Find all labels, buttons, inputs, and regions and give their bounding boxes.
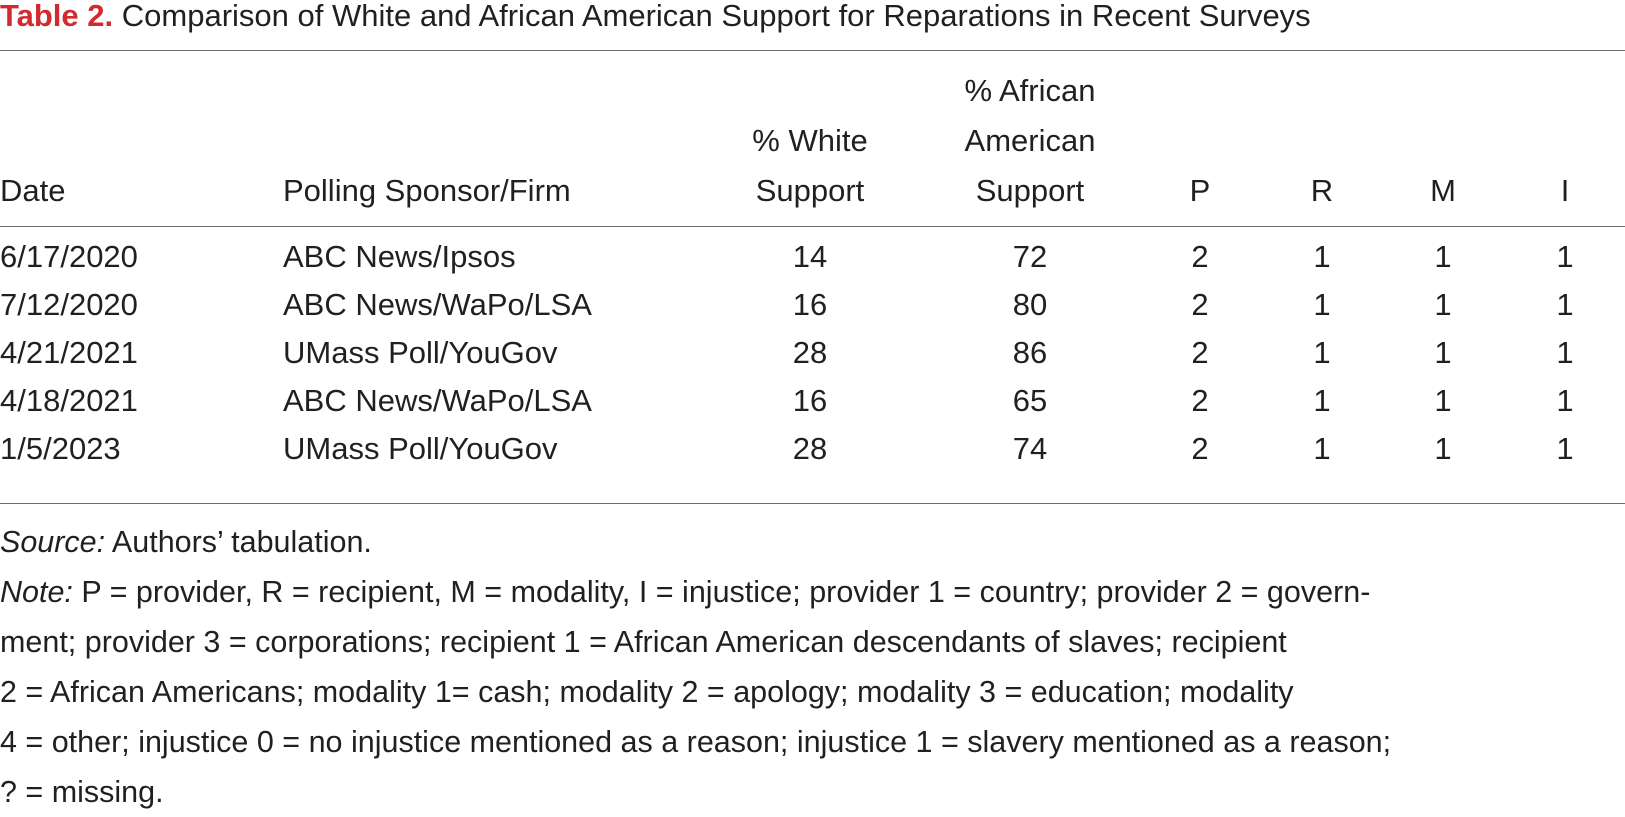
table-row: 7/12/2020 ABC News/WaPo/LSA 16 80 2 1 1 1 [0, 280, 1625, 330]
cell-white-support: 16 [792, 383, 828, 418]
table-row: 4/18/2021 ABC News/WaPo/LSA 16 65 2 1 1 1 [0, 376, 1625, 426]
cell-p: 2 [1191, 335, 1209, 370]
header-i-lines: I [1525, 166, 1605, 216]
note-line: ment; provider 3 = corporations; recipie… [0, 625, 1287, 659]
cell-date: 4/18/2021 [0, 383, 138, 418]
header-line: Support [755, 173, 865, 208]
header-poll-lines: Polling Sponsor/Firm [283, 166, 703, 216]
note-label: Note: [0, 575, 73, 609]
table-row: 4/21/2021 UMass Poll/YouGov 28 86 2 1 1 1 [0, 328, 1625, 378]
cell-r: 1 [1313, 335, 1331, 370]
cell-i: 1 [1556, 431, 1574, 466]
header-line: P [1189, 173, 1211, 208]
cell-white-support: 14 [792, 239, 828, 274]
source-text: Authors’ tabulation. [105, 525, 372, 559]
header-white-lines: % White Support [710, 116, 910, 216]
header-m-lines: M [1403, 166, 1483, 216]
note-line: 4 = other; injustice 0 = no injustice me… [0, 725, 1392, 759]
table-caption: Table 2. Comparison of White and African… [0, 0, 1311, 34]
table-caption-label: Table 2. [0, 0, 114, 33]
header-line: Support [975, 173, 1085, 208]
cell-r: 1 [1313, 287, 1331, 322]
cell-p: 2 [1191, 431, 1209, 466]
table-notes: Source: Authors’ tabulation. Note: P = p… [0, 517, 1620, 817]
cell-date: 1/5/2023 [0, 431, 121, 466]
header-line: % White [752, 123, 868, 158]
cell-m: 1 [1434, 239, 1452, 274]
header-line: Date [0, 173, 66, 208]
header-line: Polling Sponsor/Firm [283, 173, 571, 208]
cell-i: 1 [1556, 287, 1574, 322]
source-label: Source: [0, 525, 106, 559]
column-header-white-support: % White Support [710, 66, 910, 216]
table-caption-text: Comparison of White and African American… [121, 0, 1311, 33]
cell-p: 2 [1191, 287, 1209, 322]
cell-i: 1 [1556, 383, 1574, 418]
cell-r: 1 [1313, 383, 1331, 418]
cell-m: 1 [1434, 431, 1452, 466]
cell-m: 1 [1434, 335, 1452, 370]
cell-polling-sponsor: ABC News/WaPo/LSA [283, 287, 592, 322]
cell-date: 7/12/2020 [0, 287, 138, 322]
header-bottom-rule [0, 226, 1625, 227]
cell-african-american-support: 74 [1012, 431, 1048, 466]
cell-m: 1 [1434, 287, 1452, 322]
column-header-m: M [1403, 66, 1483, 216]
header-line: I [1560, 173, 1570, 208]
abbreviation-note: Note: P = provider, R = recipient, M = m… [0, 567, 1620, 817]
header-line: American [964, 123, 1096, 158]
cell-african-american-support: 65 [1012, 383, 1048, 418]
table-row: 6/17/2020 ABC News/Ipsos 14 72 2 1 1 1 [0, 232, 1625, 282]
column-header-r: R [1282, 66, 1362, 216]
cell-r: 1 [1313, 239, 1331, 274]
note-line: 2 = African Americans; modality 1= cash;… [0, 675, 1294, 709]
header-line: R [1310, 173, 1334, 208]
column-header-date: Date [0, 66, 280, 216]
note-line: P = provider, R = recipient, M = modalit… [72, 575, 1371, 609]
header-afr-lines: % African American Support [925, 66, 1135, 216]
table-bottom-rule [0, 503, 1625, 504]
header-r-lines: R [1282, 166, 1362, 216]
cell-white-support: 28 [792, 431, 828, 466]
cell-i: 1 [1556, 239, 1574, 274]
header-line: % African [964, 73, 1096, 108]
note-line: ? = missing. [0, 775, 164, 809]
cell-polling-sponsor: ABC News/Ipsos [283, 239, 516, 274]
cell-r: 1 [1313, 431, 1331, 466]
column-header-african-american-support: % African American Support [925, 66, 1135, 216]
cell-p: 2 [1191, 383, 1209, 418]
cell-polling-sponsor: UMass Poll/YouGov [283, 335, 558, 370]
column-header-p: P [1160, 66, 1240, 216]
cell-date: 6/17/2020 [0, 239, 138, 274]
header-date-lines: Date [0, 166, 280, 216]
cell-white-support: 28 [792, 335, 828, 370]
cell-i: 1 [1556, 335, 1574, 370]
cell-polling-sponsor: ABC News/WaPo/LSA [283, 383, 592, 418]
header-p-lines: P [1160, 166, 1240, 216]
cell-african-american-support: 80 [1012, 287, 1048, 322]
cell-white-support: 16 [792, 287, 828, 322]
header-line: M [1430, 173, 1456, 208]
cell-date: 4/21/2021 [0, 335, 138, 370]
cell-polling-sponsor: UMass Poll/YouGov [283, 431, 558, 466]
source-note: Source: Authors’ tabulation. [0, 517, 1620, 567]
cell-african-american-support: 86 [1012, 335, 1048, 370]
table-top-rule [0, 50, 1625, 51]
table-row: 1/5/2023 UMass Poll/YouGov 28 74 2 1 1 1 [0, 424, 1625, 474]
cell-p: 2 [1191, 239, 1209, 274]
column-header-polling-sponsor: Polling Sponsor/Firm [283, 66, 703, 216]
cell-m: 1 [1434, 383, 1452, 418]
column-header-i: I [1525, 66, 1605, 216]
cell-african-american-support: 72 [1012, 239, 1048, 274]
